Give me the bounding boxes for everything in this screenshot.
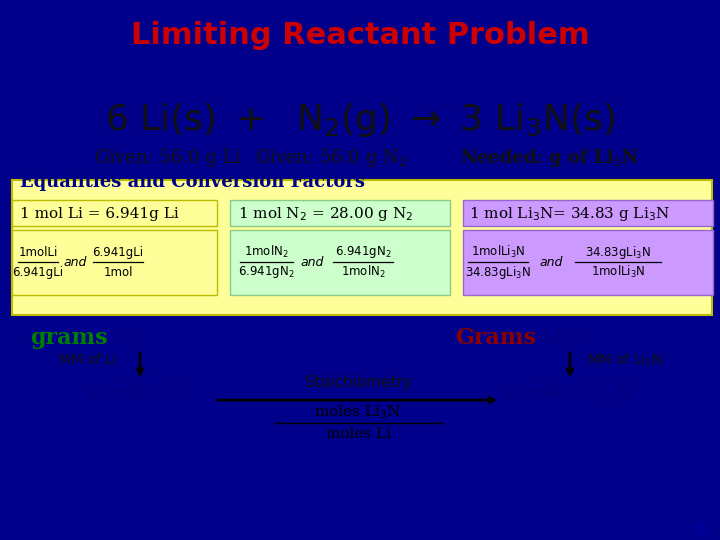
Text: Given: 56.0 g N$_2$: Given: 56.0 g N$_2$ bbox=[255, 147, 407, 169]
Text: Li: Li bbox=[112, 327, 134, 349]
Text: moles Li: moles Li bbox=[91, 382, 189, 402]
Text: Grams: Grams bbox=[455, 327, 536, 349]
Text: Limiting Reactant Problem: Limiting Reactant Problem bbox=[131, 21, 589, 50]
FancyBboxPatch shape bbox=[12, 230, 217, 295]
Text: MM of Li: MM of Li bbox=[59, 353, 117, 367]
Text: 1 mol Li = 6.941g Li: 1 mol Li = 6.941g Li bbox=[20, 207, 179, 221]
Text: 34.83gLi$_3$N: 34.83gLi$_3$N bbox=[585, 244, 651, 261]
Text: 1mol: 1mol bbox=[103, 266, 132, 279]
Text: Equalities and Conversion Factors: Equalities and Conversion Factors bbox=[20, 173, 365, 191]
Text: and: and bbox=[539, 255, 563, 268]
Text: Needed: g of Li$_3$N: Needed: g of Li$_3$N bbox=[460, 147, 639, 169]
FancyBboxPatch shape bbox=[463, 200, 713, 226]
Text: 34.83gLi$_3$N: 34.83gLi$_3$N bbox=[465, 264, 531, 281]
Text: 1molN$_2$: 1molN$_2$ bbox=[243, 244, 289, 260]
FancyBboxPatch shape bbox=[12, 180, 712, 315]
Text: 1molLi$_3$N: 1molLi$_3$N bbox=[590, 264, 645, 280]
Text: moles Li$_3$N: moles Li$_3$N bbox=[505, 380, 634, 404]
Text: and: and bbox=[63, 255, 86, 268]
Text: Stoichiometry: Stoichiometry bbox=[305, 375, 411, 389]
Text: grams: grams bbox=[30, 327, 108, 349]
Text: 1molLi: 1molLi bbox=[18, 246, 58, 259]
Text: 6.941gLi: 6.941gLi bbox=[12, 266, 63, 279]
Text: moles Li$_3$N: moles Li$_3$N bbox=[315, 403, 402, 421]
Text: 1 mol Li$_3$N= 34.83 g Li$_3$N: 1 mol Li$_3$N= 34.83 g Li$_3$N bbox=[469, 205, 670, 223]
Text: 6.941gLi: 6.941gLi bbox=[92, 246, 143, 259]
Text: 1molLi$_3$N: 1molLi$_3$N bbox=[471, 244, 526, 260]
Text: and: and bbox=[300, 255, 324, 268]
FancyBboxPatch shape bbox=[230, 230, 450, 295]
Text: 1 mol N$_2$ = 28.00 g N$_2$: 1 mol N$_2$ = 28.00 g N$_2$ bbox=[238, 205, 413, 223]
Text: 1molN$_2$: 1molN$_2$ bbox=[341, 264, 385, 280]
FancyBboxPatch shape bbox=[230, 200, 450, 226]
Text: moles Li: moles Li bbox=[325, 427, 390, 441]
Text: 6.941gN$_2$: 6.941gN$_2$ bbox=[238, 264, 294, 280]
Text: $6\ \mathrm{Li(s)}\ +\ \ \mathrm{N_2(g)}\ \rightarrow\ 3\ \mathrm{Li_3N(s)}$: $6\ \mathrm{Li(s)}\ +\ \ \mathrm{N_2(g)}… bbox=[105, 101, 615, 139]
Text: Li$_3$N: Li$_3$N bbox=[540, 326, 593, 350]
Text: 6.941gN$_2$: 6.941gN$_2$ bbox=[335, 244, 391, 260]
FancyBboxPatch shape bbox=[463, 230, 713, 295]
Text: MM of Li$_3$N: MM of Li$_3$N bbox=[588, 352, 662, 369]
FancyBboxPatch shape bbox=[12, 200, 217, 226]
Text: Given: 56.0 g Li: Given: 56.0 g Li bbox=[95, 149, 240, 167]
